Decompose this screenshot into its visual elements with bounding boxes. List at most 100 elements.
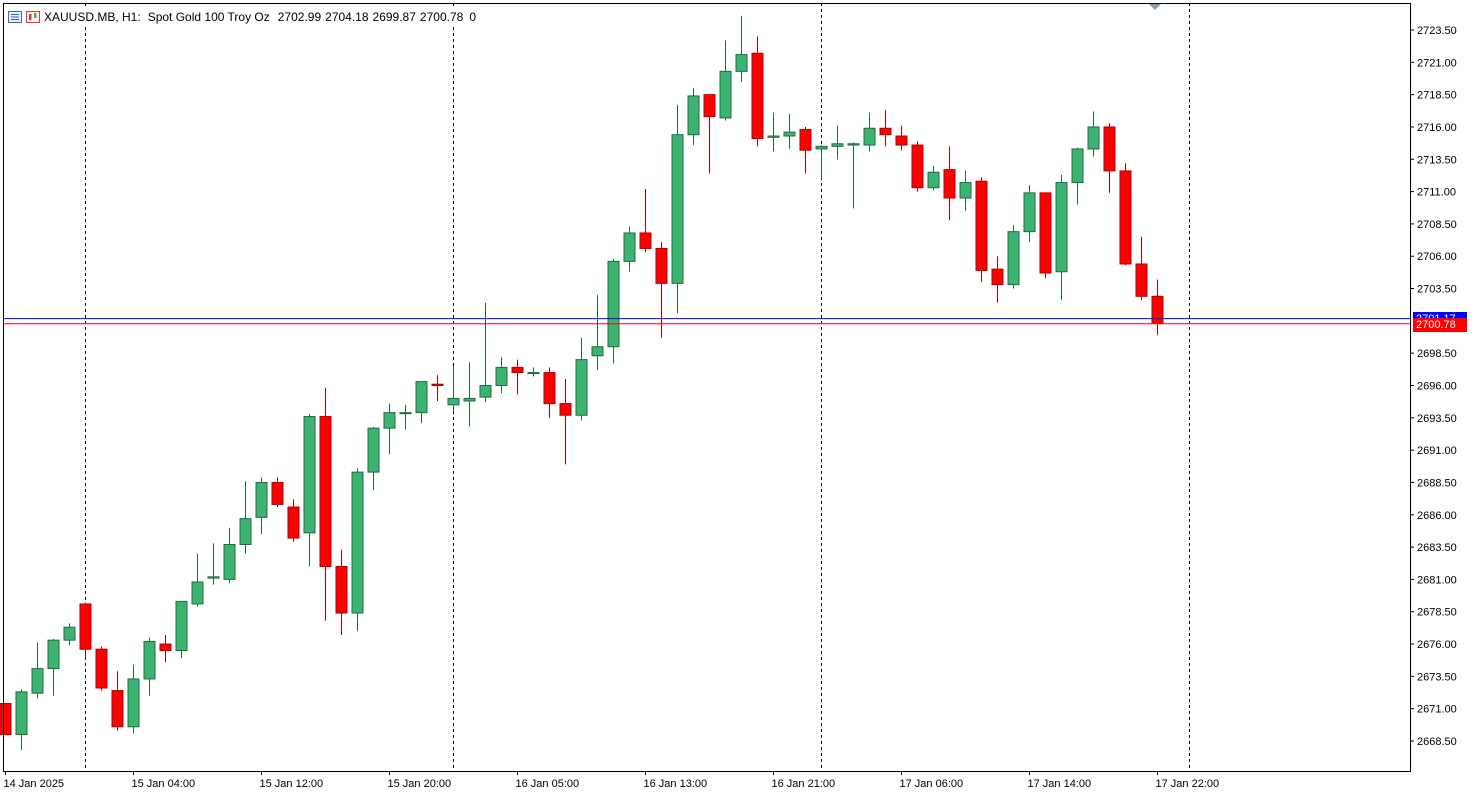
candle[interactable] bbox=[383, 403, 396, 455]
candle[interactable] bbox=[751, 36, 764, 147]
candle[interactable] bbox=[1087, 111, 1100, 157]
candle[interactable] bbox=[351, 468, 364, 632]
candle[interactable] bbox=[399, 404, 412, 430]
candle[interactable] bbox=[95, 646, 108, 691]
candle[interactable] bbox=[767, 112, 780, 152]
candle[interactable] bbox=[319, 388, 332, 621]
candle[interactable] bbox=[1039, 192, 1052, 279]
candle[interactable] bbox=[463, 362, 476, 427]
candle[interactable] bbox=[15, 689, 28, 751]
candle[interactable] bbox=[863, 112, 876, 152]
candle[interactable] bbox=[303, 413, 316, 567]
candle[interactable] bbox=[703, 94, 716, 174]
candle[interactable] bbox=[175, 600, 188, 659]
candle[interactable] bbox=[847, 142, 860, 209]
candle[interactable] bbox=[1023, 185, 1036, 243]
candle[interactable] bbox=[895, 125, 908, 151]
x-tick-label: 15 Jan 12:00 bbox=[260, 778, 324, 790]
candle[interactable] bbox=[799, 126, 812, 174]
y-tick-label: 2676.00 bbox=[1417, 639, 1457, 651]
candle[interactable] bbox=[511, 359, 524, 395]
candle[interactable] bbox=[0, 703, 12, 736]
candle[interactable] bbox=[735, 15, 748, 82]
y-tick-label: 2678.50 bbox=[1417, 607, 1457, 619]
candle[interactable] bbox=[975, 177, 988, 283]
candle[interactable] bbox=[927, 165, 940, 191]
candle[interactable] bbox=[127, 664, 140, 734]
candle-body bbox=[767, 135, 780, 138]
symbol-label: XAUUSD.MB, H1: bbox=[44, 10, 141, 24]
candle[interactable] bbox=[1103, 123, 1116, 193]
candle-body bbox=[191, 581, 204, 605]
candle[interactable] bbox=[591, 295, 604, 370]
candle[interactable] bbox=[575, 337, 588, 421]
candle[interactable] bbox=[367, 426, 380, 491]
candle[interactable] bbox=[47, 638, 60, 696]
y-tick-label: 2686.00 bbox=[1417, 510, 1457, 522]
candle[interactable] bbox=[207, 543, 220, 585]
candle[interactable] bbox=[655, 242, 668, 338]
candle[interactable] bbox=[1071, 147, 1084, 205]
candle[interactable] bbox=[431, 375, 444, 402]
candle[interactable] bbox=[607, 258, 620, 364]
candle-body bbox=[959, 182, 972, 199]
candle[interactable] bbox=[79, 602, 92, 659]
candle[interactable] bbox=[255, 477, 268, 535]
candle[interactable] bbox=[143, 637, 156, 696]
candle[interactable] bbox=[287, 499, 300, 542]
candle[interactable] bbox=[1151, 279, 1164, 336]
candle[interactable] bbox=[623, 226, 636, 272]
candle[interactable] bbox=[239, 481, 252, 554]
candle[interactable] bbox=[1007, 225, 1020, 289]
candle[interactable] bbox=[1135, 236, 1148, 301]
candle[interactable] bbox=[63, 623, 76, 646]
candle-body bbox=[1103, 126, 1116, 172]
candle[interactable] bbox=[783, 114, 796, 149]
candle[interactable] bbox=[479, 302, 492, 403]
candle[interactable] bbox=[111, 671, 124, 731]
candle[interactable] bbox=[1055, 174, 1068, 301]
ohlc-open: 2702.99 bbox=[277, 10, 322, 24]
candle[interactable] bbox=[495, 357, 508, 394]
candle[interactable] bbox=[543, 367, 556, 418]
candle[interactable] bbox=[719, 40, 732, 121]
candle[interactable] bbox=[31, 642, 44, 699]
candle[interactable] bbox=[559, 379, 572, 465]
candle-body bbox=[63, 626, 76, 641]
candle[interactable] bbox=[639, 189, 652, 253]
menu-icon[interactable] bbox=[8, 11, 22, 23]
y-tick-label: 2668.50 bbox=[1417, 736, 1457, 748]
candle[interactable] bbox=[943, 146, 956, 221]
candle-body bbox=[495, 366, 508, 387]
y-tick-label: 2688.50 bbox=[1417, 477, 1457, 489]
candle[interactable] bbox=[991, 256, 1004, 303]
candle-body bbox=[431, 383, 444, 387]
ohlc-close: 2700.78 bbox=[419, 10, 464, 24]
candle[interactable] bbox=[159, 634, 172, 663]
candle[interactable] bbox=[671, 104, 684, 314]
candle[interactable] bbox=[911, 141, 924, 192]
candle[interactable] bbox=[879, 110, 892, 147]
y-tick-label: 2691.00 bbox=[1417, 445, 1457, 457]
candle[interactable] bbox=[815, 145, 828, 179]
candle[interactable] bbox=[527, 367, 540, 377]
candle[interactable] bbox=[1119, 163, 1132, 266]
candle-body bbox=[911, 144, 924, 189]
candle[interactable] bbox=[335, 549, 348, 635]
candle[interactable] bbox=[687, 88, 700, 146]
chart-shift-marker[interactable] bbox=[1149, 4, 1161, 10]
candle-body bbox=[111, 690, 124, 728]
candle[interactable] bbox=[415, 381, 428, 423]
candle[interactable] bbox=[447, 366, 460, 412]
candle[interactable] bbox=[959, 170, 972, 211]
candle[interactable] bbox=[271, 477, 284, 508]
candle[interactable] bbox=[191, 553, 204, 607]
chart-type-icon[interactable] bbox=[26, 11, 40, 23]
candle[interactable] bbox=[831, 125, 844, 160]
candle[interactable] bbox=[223, 527, 236, 584]
y-tick-label: 2703.50 bbox=[1417, 284, 1457, 296]
plot-frame bbox=[3, 3, 1411, 772]
y-tick-label: 2673.50 bbox=[1417, 671, 1457, 683]
